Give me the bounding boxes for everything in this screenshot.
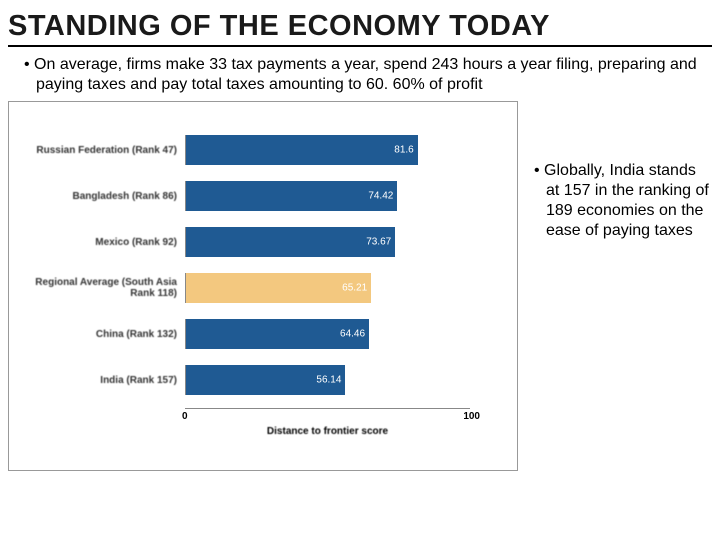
bar-track: 56.14	[185, 365, 470, 395]
bar-track: 81.6	[185, 135, 470, 165]
bar-row: Regional Average (South Asia Rank 118) 65…	[15, 270, 507, 306]
bar-row: India (Rank 157) 56.14	[15, 362, 507, 398]
page-title: STANDING OF THE ECONOMY TODAY	[8, 10, 712, 47]
bar-value: 81.6	[394, 145, 413, 156]
bar-value: 74.42	[368, 191, 393, 202]
bar-fill: 81.6	[186, 135, 418, 165]
bar-fill: 73.67	[186, 227, 395, 257]
bar-fill: 65.21	[186, 273, 371, 303]
bar-track: 65.21	[185, 273, 470, 303]
bar-row: China (Rank 132) 64.46	[15, 316, 507, 352]
side-bullet-text: Globally, India stands at 157 in the ran…	[544, 162, 709, 239]
bar-label: Russian Federation (Rank 47)	[15, 145, 185, 156]
bar-value: 64.46	[340, 329, 365, 340]
bar-value: 65.21	[342, 283, 367, 294]
bar-row: Mexico (Rank 92) 73.67	[15, 224, 507, 260]
bar-fill: 64.46	[186, 319, 369, 349]
bar-fill: 74.42	[186, 181, 397, 211]
main-bullet-text: On average, firms make 33 tax payments a…	[34, 56, 697, 93]
bar-label: Bangladesh (Rank 86)	[15, 191, 185, 202]
tick-max: 100	[463, 411, 480, 422]
bar-row: Russian Federation (Rank 47) 81.6	[15, 132, 507, 168]
side-bullet: • Globally, India stands at 157 in the r…	[530, 161, 711, 241]
bar-value: 73.67	[366, 237, 391, 248]
bar-fill: 56.14	[186, 365, 345, 395]
main-bullet: • On average, firms make 33 tax payments…	[8, 55, 712, 95]
tick-min: 0	[182, 411, 188, 422]
bar-track: 73.67	[185, 227, 470, 257]
bar-value: 56.14	[316, 375, 341, 386]
bar-track: 74.42	[185, 181, 470, 211]
bar-track: 64.46	[185, 319, 470, 349]
bar-label: India (Rank 157)	[15, 375, 185, 386]
content-row: Russian Federation (Rank 47) 81.6 Banglade…	[8, 101, 712, 471]
bar-label: Mexico (Rank 92)	[15, 237, 185, 248]
x-axis-label: Distance to frontier score	[185, 426, 470, 437]
bar-label: Regional Average (South Asia Rank 118)	[15, 277, 185, 299]
side-text: • Globally, India stands at 157 in the r…	[526, 101, 711, 471]
x-axis: 0 100	[15, 408, 507, 422]
chart-bars: Russian Federation (Rank 47) 81.6 Banglade…	[15, 132, 507, 398]
bar-row: Bangladesh (Rank 86) 74.42	[15, 178, 507, 214]
bar-label: China (Rank 132)	[15, 329, 185, 340]
chart-container: Russian Federation (Rank 47) 81.6 Banglade…	[8, 101, 518, 471]
